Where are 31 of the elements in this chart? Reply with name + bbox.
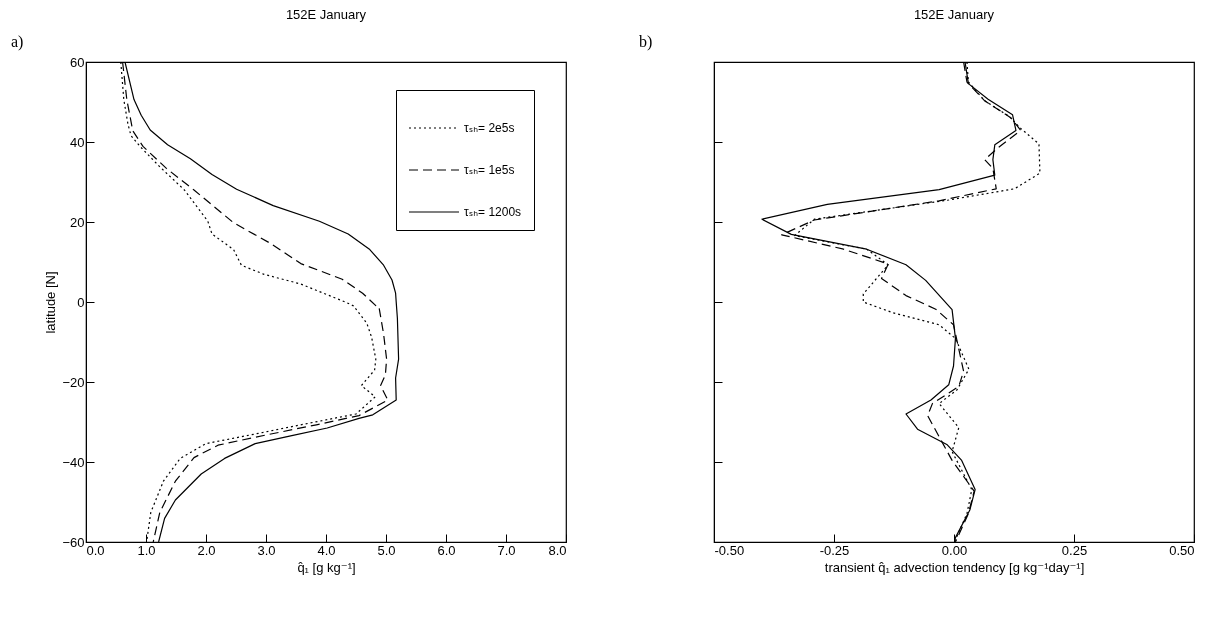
chart-title: 152E January (913, 7, 995, 22)
text: a) (11, 33, 24, 51)
x-tick-label: 0.00 (941, 542, 968, 558)
y-tick-label: 0 (77, 294, 85, 310)
y-tick-label: 40 (70, 134, 85, 150)
x-tick-label: -0.25 (819, 542, 850, 558)
x-tick-label: 3.0 (257, 542, 276, 558)
legend-label: τₛₕ= 1200s (464, 205, 522, 219)
legend-label: τₛₕ= 2e5s (464, 121, 515, 135)
x-tick-label: 4.0 (317, 542, 336, 558)
y-tick-label: −60 (62, 534, 85, 550)
x-tick-label: 2.0 (197, 542, 216, 558)
text: b) (639, 33, 653, 51)
x-tick-label: 5.0 (377, 542, 396, 558)
legend-label: τₛₕ= 1e5s (464, 163, 515, 177)
x-tick-label: -0.50 (714, 542, 745, 558)
x-tick-label: 7.0 (497, 542, 516, 558)
y-tick-label: −20 (62, 374, 85, 390)
x-axis-title: transient q̂₁ advection tendency [g kg⁻¹day⁻¹] (824, 559, 1085, 575)
x-tick-label: 1.0 (137, 542, 156, 558)
y-tick-label: −40 (62, 454, 85, 470)
x-tick-label: 0.50 (1169, 542, 1195, 558)
x-tick-label: 0.25 (1061, 542, 1088, 558)
y-axis-title: latitude [N] (43, 271, 59, 334)
x-axis-title: q̂₁ [g kg⁻¹] (297, 559, 356, 575)
x-tick-label: 0.0 (86, 542, 105, 558)
y-tick-label: 60 (70, 54, 85, 70)
chart-title: 152E January (285, 7, 367, 22)
y-tick-label: 20 (70, 214, 85, 230)
x-tick-label: 6.0 (437, 542, 456, 558)
x-tick-label: 8.0 (548, 542, 567, 558)
